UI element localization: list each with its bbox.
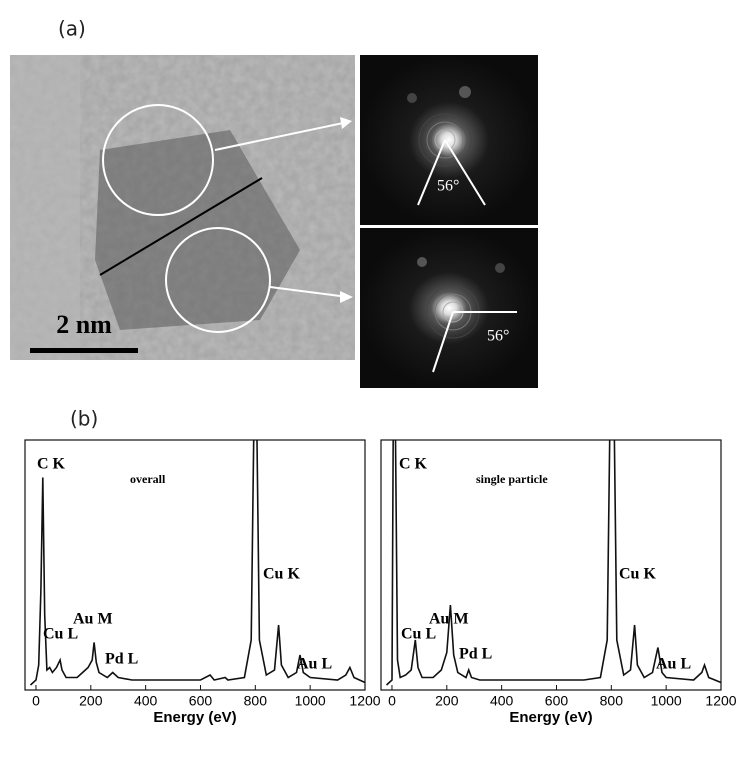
x-axis-label: Energy (eV) — [509, 709, 592, 726]
angle-label: 56° — [437, 178, 459, 195]
x-tick-label: 1000 — [295, 693, 326, 709]
peak-label: Cu L — [43, 626, 78, 643]
x-tick-label: 400 — [490, 693, 514, 709]
axes-frame — [380, 439, 722, 691]
peak-label: Cu L — [401, 626, 436, 643]
spectrum-line — [385, 440, 721, 686]
panel-label: (a) — [58, 17, 86, 41]
x-tick-label: 200 — [435, 693, 459, 709]
tem-image: 2 nm — [10, 55, 355, 360]
peak-label: Cu K — [619, 566, 656, 583]
x-tick-label: 600 — [189, 693, 213, 709]
spectrum-line — [29, 440, 365, 686]
x-tick-label: 1200 — [349, 693, 380, 709]
fft-bottom: 56° — [360, 228, 538, 388]
chart-title: overall — [130, 472, 166, 486]
x-tick-label: 0 — [32, 693, 40, 709]
axes-frame — [24, 439, 366, 691]
x-tick-label: 400 — [134, 693, 158, 709]
fft-top: 56° — [360, 55, 538, 225]
panel-label: (b) — [70, 407, 98, 431]
x-tick-label: 1000 — [651, 693, 682, 709]
peak-label: Au M — [73, 611, 113, 628]
peak-label: Pd L — [459, 646, 492, 663]
peak-label: Pd L — [105, 651, 138, 668]
peak-label: Au L — [656, 656, 691, 673]
x-tick-label: 800 — [600, 693, 624, 709]
x-tick-label: 1200 — [705, 693, 736, 709]
angle-label: 56° — [487, 328, 509, 345]
x-tick-label: 600 — [545, 693, 569, 709]
chart-title: single particle — [476, 472, 548, 486]
peak-label: Au M — [429, 611, 469, 628]
peak-label: C K — [37, 456, 66, 473]
peak-label: Cu K — [263, 566, 300, 583]
peak-label: C K — [399, 456, 428, 473]
x-axis-label: Energy (eV) — [153, 709, 236, 726]
x-tick-label: 200 — [79, 693, 103, 709]
x-tick-label: 800 — [244, 693, 268, 709]
x-tick-label: 0 — [388, 693, 396, 709]
peak-label: Au L — [297, 656, 332, 673]
scale-bar-label: 2 nm — [56, 310, 112, 339]
